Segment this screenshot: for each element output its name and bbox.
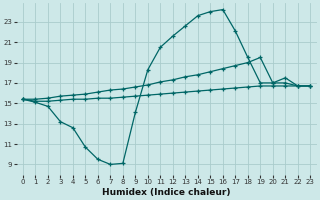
X-axis label: Humidex (Indice chaleur): Humidex (Indice chaleur) [102, 188, 231, 197]
